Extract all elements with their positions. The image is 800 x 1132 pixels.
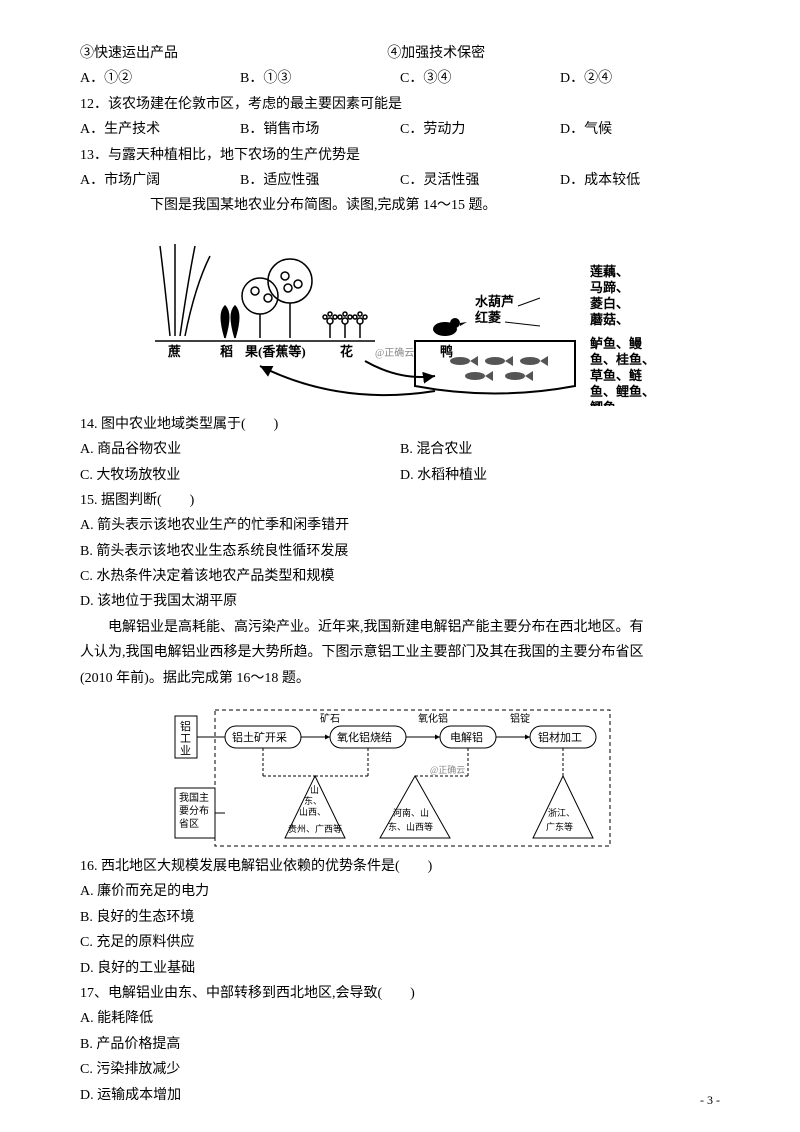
q14-opt-d: D. 水稻种植业: [400, 465, 720, 487]
intro1: 下图是我国某地农业分布简图。读图,完成第 14～15 题。: [80, 195, 720, 217]
intro2c: (2010 年前)。据此完成第 16～18 题。: [80, 668, 720, 690]
watermark-2: @正确云: [430, 764, 465, 775]
q14-opt-a: A. 商品谷物农业: [80, 439, 400, 461]
box-left-top-3: 业: [180, 744, 191, 757]
q17-b: B. 产品价格提高: [80, 1034, 720, 1056]
q11-opt-b: B．①③: [240, 68, 400, 90]
box-left-top-1: 铝: [180, 719, 191, 733]
q11-options: A．①② B．①③ C．③④ D．②④: [80, 68, 720, 90]
intro2b: 人认为,我国电解铝业西移是大势所趋。下图示意铝工业主要部门及其在我国的主要分布省…: [80, 642, 720, 664]
q14-opt-b: B. 混合农业: [400, 439, 720, 461]
q16-b: B. 良好的生态环境: [80, 907, 720, 929]
box-lb-2: 要分布: [179, 805, 209, 817]
label-f4: 鱼、鲤鱼、: [590, 384, 655, 399]
lbl-lvding: 铝锭: [510, 712, 530, 725]
label-f1: 鲈鱼、鳗: [589, 336, 643, 351]
q17-d: D. 运输成本增加: [80, 1085, 720, 1107]
q12-opt-d: D．气候: [560, 119, 720, 141]
label-hongling: 红菱: [475, 310, 501, 325]
q11-opt-a: A．①②: [80, 68, 240, 90]
box-b3: 电解铝: [450, 730, 483, 744]
q15-b: B. 箭头表示该地农业生态系统良性循环发展: [80, 541, 720, 563]
q13-opt-a: A．市场广阔: [80, 170, 240, 192]
intro2a: 电解铝业是高耗能、高污染产业。近年来,我国新建电解铝产能主要分布在西北地区。有: [80, 617, 720, 639]
q14: 14. 图中农业地域类型属于( ): [80, 414, 720, 436]
label-r2: 马蹄、: [590, 280, 629, 295]
q14-opts-ab: A. 商品谷物农业 B. 混合农业: [80, 439, 720, 461]
label-cane: 蔗: [167, 344, 181, 359]
q12: 12．该农场建在伦敦市区，考虑的最主要因素可能是: [80, 94, 720, 116]
lbl-kuangshi: 矿石: [320, 712, 340, 725]
t2a: 河南、山: [393, 807, 429, 818]
q17-a: A. 能耗降低: [80, 1008, 720, 1030]
t1d: 贵州、广西等: [288, 823, 342, 834]
t3b: 广东等: [546, 821, 573, 832]
q13: 13．与露天种植相比，地下农场的生产优势是: [80, 145, 720, 167]
q11-opt-d: D．②④: [560, 68, 720, 90]
box-lb-1: 我国主: [179, 792, 209, 804]
q13-opt-d: D．成本较低: [560, 170, 720, 192]
t3a: 浙江、: [548, 807, 575, 818]
label-f2: 鱼、桂鱼、: [590, 352, 655, 367]
box-b4: 铝材加工: [538, 730, 582, 744]
q16-a: A. 廉价而充足的电力: [80, 881, 720, 903]
q12-opt-a: A．生产技术: [80, 119, 240, 141]
t1a: 山: [310, 785, 319, 795]
label-f3: 草鱼、鲢: [590, 368, 642, 383]
label-r4: 蘑菇、: [590, 312, 629, 327]
q11-opt-c: C．③④: [400, 68, 560, 90]
q14-opt-c: C. 大牧场放牧业: [80, 465, 400, 487]
label-flower: 花: [340, 344, 353, 359]
item3: ③快速运出产品: [80, 43, 387, 65]
t1b: 东、: [304, 795, 322, 806]
label-duck: 鸭: [440, 344, 453, 359]
q15-c: C. 水热条件决定着该地农产品类型和规模: [80, 566, 720, 588]
watermark-1: @正确云: [375, 346, 414, 359]
q16-c: C. 充足的原料供应: [80, 932, 720, 954]
figure-agriculture-diagram: 蔗 稻 果(香蕉等) 花 @正确云 鸭 水葫芦 红菱: [140, 226, 660, 406]
item-34-line: ③快速运出产品 ④加强技术保密: [80, 43, 720, 65]
q15-a: A. 箭头表示该地农业生产的忙季和闲季错开: [80, 515, 720, 537]
t2b: 东、山西等: [388, 821, 433, 832]
q13-options: A．市场广阔 B．适应性强 C．灵活性强 D．成本较低: [80, 170, 720, 192]
q15: 15. 据图判断( ): [80, 490, 720, 512]
page-number: - 3 -: [700, 1093, 720, 1108]
box-b2: 氧化铝烧结: [337, 730, 392, 744]
box-lb-3: 省区: [179, 817, 199, 830]
lbl-yhl: 氧化铝: [418, 712, 448, 725]
q12-options: A．生产技术 B．销售市场 C．劳动力 D．气候: [80, 119, 720, 141]
page: ③快速运出产品 ④加强技术保密 A．①② B．①③ C．③④ D．②④ 12．该…: [0, 0, 800, 1132]
figure-aluminum-diagram: 铝 工 业 铝土矿开采 矿石 氧化铝烧结 氧化铝 电解铝 铝锭 铝材加工 @正确…: [170, 698, 630, 848]
label-r3: 菱白、: [590, 296, 629, 311]
box-left-top-2: 工: [180, 733, 191, 745]
label-r1: 莲藕、: [590, 264, 629, 279]
q13-opt-c: C．灵活性强: [400, 170, 560, 192]
q13-opt-b: B．适应性强: [240, 170, 400, 192]
label-f5: 鲫鱼: [590, 400, 616, 406]
box-b1: 铝土矿开采: [232, 730, 287, 744]
t1c: 山西、: [299, 807, 326, 817]
label-rice: 稻: [220, 344, 233, 359]
q16-d: D. 良好的工业基础: [80, 958, 720, 980]
q16: 16. 西北地区大规模发展电解铝业依赖的优势条件是( ): [80, 856, 720, 878]
label-fruit: 果(香蕉等): [244, 344, 306, 359]
q14-opts-cd: C. 大牧场放牧业 D. 水稻种植业: [80, 465, 720, 487]
q12-opt-c: C．劳动力: [400, 119, 560, 141]
label-hulu: 水葫芦: [475, 294, 514, 309]
item4: ④加强技术保密: [387, 43, 485, 65]
q15-d: D. 该地位于我国太湖平原: [80, 591, 720, 613]
q17: 17、电解铝业由东、中部转移到西北地区,会导致( ): [80, 983, 720, 1005]
q17-c: C. 污染排放减少: [80, 1059, 720, 1081]
q12-opt-b: B．销售市场: [240, 119, 400, 141]
